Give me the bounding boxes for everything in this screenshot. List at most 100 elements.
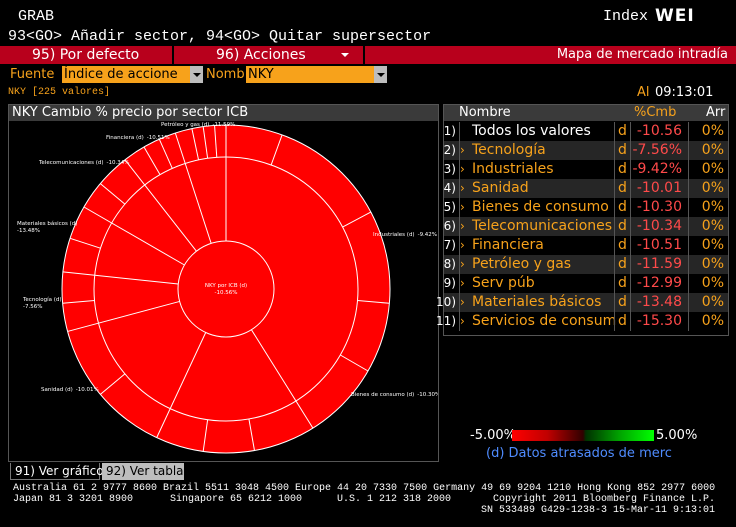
- sector-value: -11.59%: [212, 122, 235, 128]
- row-name: Tecnología: [472, 142, 546, 158]
- sector-boundary: [156, 332, 207, 438]
- cell-divider: [688, 122, 689, 141]
- sector-boundary: [124, 159, 197, 252]
- row-change: -13.48: [636, 294, 682, 310]
- cell-divider: [688, 236, 689, 255]
- row-flag: d: [618, 256, 627, 272]
- table-row[interactable]: 11) › Servicios de consum d -15.30 0%: [436, 312, 728, 331]
- table-row[interactable]: 6) › Telecomunicaciones d -10.34 0%: [444, 217, 728, 236]
- sector-name: Telecomunicaciones (d): [38, 160, 104, 166]
- row-weight: 0%: [701, 161, 724, 177]
- row-change: -15.30: [636, 313, 682, 329]
- column-header: Arr: [706, 105, 726, 120]
- sector-name: Petróleo y gas (d): [161, 121, 209, 128]
- cell-divider: [688, 274, 689, 293]
- cell-divider: [459, 160, 460, 179]
- actions-button[interactable]: 96) Acciones: [216, 47, 306, 63]
- chevron: ›: [460, 162, 465, 176]
- sector-value: -9.42%: [418, 232, 437, 238]
- column-header[interactable]: %Cmb: [634, 105, 677, 120]
- chart-title: NKY Cambio % precio por sector ICB: [9, 105, 438, 121]
- center-node: [177, 240, 275, 338]
- row-change: -10.34: [636, 218, 682, 234]
- cell-divider: [688, 312, 689, 331]
- row-change: -10.51: [636, 237, 682, 253]
- sector-value: -7.56%: [23, 304, 42, 310]
- divider: [363, 46, 365, 64]
- sector-value: -13.48%: [17, 228, 40, 234]
- sector-name: Tecnología (d): [22, 296, 62, 303]
- row-name: Sanidad: [472, 180, 529, 196]
- row-flag: d: [618, 237, 627, 253]
- cell-divider: [614, 255, 615, 274]
- row-index: 2): [443, 143, 456, 157]
- sector-label: Materiales básicos (d) -13.48%: [17, 220, 77, 234]
- legend-gradient: [512, 430, 654, 441]
- footer-line: Japan 81 3 3201 8900: [13, 494, 134, 505]
- table-row[interactable]: 8) › Petróleo y gas d -11.59 0%: [444, 255, 728, 274]
- dropdown-arrow: [341, 53, 349, 57]
- cell-divider: [459, 198, 460, 217]
- cell-divider: [614, 122, 615, 141]
- table-row[interactable]: 4) › Sanidad d -10.01 0%: [444, 179, 728, 198]
- row-weight: 0%: [701, 123, 724, 139]
- cell-divider: [630, 293, 631, 312]
- count: NKY [225 valores]: [8, 87, 111, 98]
- row-change: -9.42%: [632, 161, 682, 177]
- tab-chart[interactable]: 91) Ver gráfico: [10, 463, 104, 480]
- sector-boundary: [251, 329, 314, 429]
- table-row[interactable]: 1) Todos los valores d -10.56 0%: [444, 122, 728, 141]
- cell-divider: [459, 255, 460, 274]
- row-change: -10.56: [636, 123, 682, 139]
- table-row[interactable]: 10) › Materiales básicos d -13.48 0%: [436, 293, 728, 312]
- row-index: 1): [443, 124, 456, 138]
- row-change: -12.99: [636, 275, 682, 291]
- default-button[interactable]: 95) Por defecto: [32, 47, 140, 63]
- source-field[interactable]: Índice de accione: [62, 66, 190, 83]
- cell-divider: [630, 236, 631, 255]
- as-of-label: Al: [637, 85, 650, 100]
- cell-divider: [614, 293, 615, 312]
- command: GRAB: [18, 8, 55, 25]
- cell-divider: [459, 122, 460, 141]
- chevron: ›: [460, 143, 465, 157]
- sector-boundary: [69, 237, 101, 249]
- table-row[interactable]: 2) › Tecnología d -7.56% 0%: [444, 141, 728, 160]
- chart-panel: NKY Cambio % precio por sector ICB NKY p…: [8, 104, 439, 462]
- cell-divider: [614, 217, 615, 236]
- cell-divider: [630, 255, 631, 274]
- cell-divider: [688, 179, 689, 198]
- chevron: ›: [460, 219, 465, 233]
- toolbar: 95) Por defecto 96) Acciones Mapa de mer…: [0, 46, 736, 64]
- name-dropdown[interactable]: [374, 66, 387, 83]
- sector-name: Sanidad (d): [41, 387, 73, 393]
- sector-boundary: [357, 300, 390, 304]
- sector-label: Sanidad (d) -10.01%: [41, 387, 99, 393]
- table-row[interactable]: 7) › Financiera d -10.51 0%: [444, 236, 728, 255]
- cell-divider: [614, 236, 615, 255]
- table-row[interactable]: 5) › Bienes de consumo d -10.30 0%: [444, 198, 728, 217]
- row-name: Materiales básicos: [472, 294, 602, 310]
- chevron: ›: [460, 276, 465, 290]
- cell-divider: [614, 198, 615, 217]
- table-row[interactable]: 3) › Industriales d -9.42% 0%: [444, 160, 728, 179]
- cell-divider: [614, 179, 615, 198]
- row-index: 9): [443, 276, 456, 290]
- tab-table[interactable]: 92) Ver tabla: [102, 463, 184, 480]
- table-row[interactable]: 9) › Serv púb d -12.99 0%: [444, 274, 728, 293]
- sector-label: Financiera (d) -10.51%: [106, 135, 170, 141]
- row-name: Bienes de consumo: [472, 199, 609, 215]
- row-name: Servicios de consum: [472, 313, 617, 329]
- cell-divider: [688, 293, 689, 312]
- sector-boundary: [174, 132, 212, 244]
- source-dropdown[interactable]: [190, 66, 203, 83]
- row-flag: d: [618, 218, 627, 234]
- row-name: Serv púb: [472, 275, 535, 291]
- cell-divider: [614, 160, 615, 179]
- footer-line: U.S. 1 212 318 2000: [337, 494, 452, 505]
- sector-label: Telecomunicaciones (d) -10.34%: [38, 160, 130, 166]
- toolbar-title: Mapa de mercado intradía: [556, 47, 728, 62]
- name-field[interactable]: NKY: [246, 66, 374, 83]
- index-label: Index: [603, 8, 649, 25]
